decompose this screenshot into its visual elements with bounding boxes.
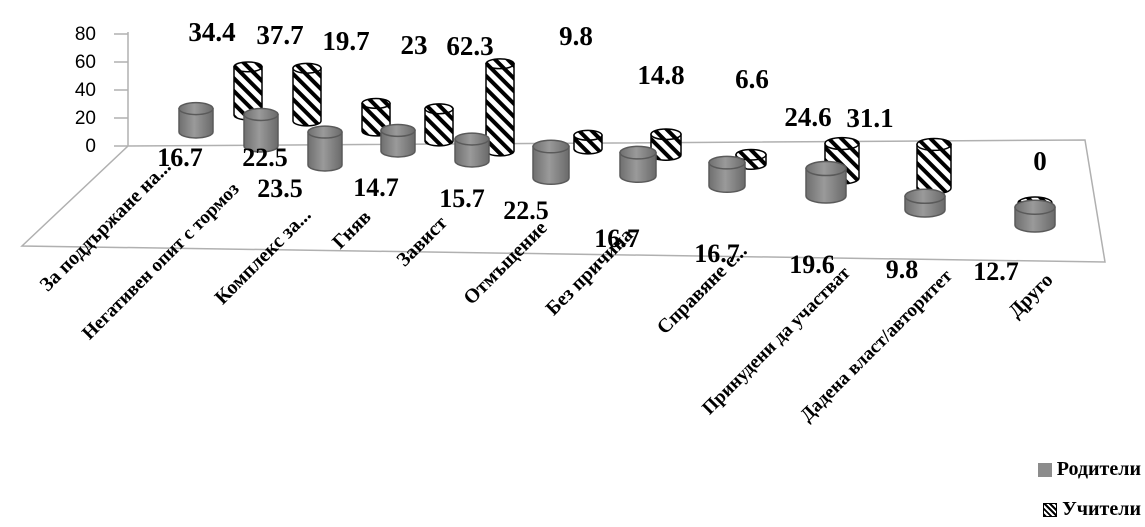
- bar-teachers-top: [735, 148, 767, 161]
- y-tick-label: 60: [75, 52, 96, 73]
- bar-teachers-body: [485, 63, 515, 157]
- axes: 0 20 40 60 80: [20, 24, 1106, 263]
- bar-teachers-top: [485, 58, 515, 70]
- bar-teachers-top: [233, 61, 263, 73]
- bar-parents-body: [532, 145, 570, 186]
- bar-teachers-top: [650, 128, 682, 141]
- bar-teachers: [916, 137, 952, 195]
- bar-parents-top: [307, 125, 343, 139]
- bar-teachers-body: [916, 143, 952, 195]
- data-label-teachers: 14.8: [637, 60, 684, 90]
- bar-teachers-top: [916, 137, 952, 152]
- bar-teachers: [573, 129, 603, 155]
- data-label-teachers: 23: [401, 30, 428, 60]
- data-label-teachers: 9.8: [559, 21, 593, 51]
- y-tick-label: 40: [75, 80, 96, 101]
- bar-parents-body: [619, 151, 657, 184]
- data-label-parents: 22.5: [242, 143, 288, 172]
- bar-teachers-top: [824, 136, 860, 151]
- bar-parents-top: [532, 139, 570, 154]
- data-label-teachers: 34.4: [188, 17, 235, 47]
- category-label: Отмъщение: [459, 217, 551, 309]
- data-label-teachers: 0: [1033, 146, 1047, 176]
- bar-parents-body: [454, 138, 490, 168]
- bar-parents-body: [307, 131, 343, 172]
- bar-parents-top: [1014, 199, 1056, 215]
- bar-parents-top: [708, 155, 746, 170]
- bar-teachers: [292, 62, 322, 127]
- bar-teachers: [485, 58, 515, 157]
- bar-parents-body: [380, 129, 416, 158]
- data-label-parents: 16.7: [694, 239, 740, 268]
- bar-teachers-top: [573, 129, 603, 141]
- bar-teachers-top: [361, 97, 391, 110]
- bar-teachers: [650, 128, 682, 161]
- bar-teachers-body: [424, 108, 454, 147]
- legend-swatch-teachers: [1043, 502, 1058, 517]
- bar-parents-body: [708, 161, 746, 194]
- legend-label-teachers: Учители: [1062, 498, 1141, 520]
- bar-parents: [1014, 199, 1056, 233]
- bar-parents: [243, 107, 279, 153]
- category-label: Гняв: [328, 206, 376, 254]
- data-label-teachers: 19.7: [322, 26, 369, 56]
- bar-parents-top: [380, 123, 416, 138]
- data-label-parents: 9.8: [886, 255, 919, 284]
- bar-teachers-body: [292, 67, 322, 127]
- bar-parents: [619, 145, 657, 184]
- data-label-parents: 23.5: [257, 174, 303, 203]
- data-label-teachers: 6.6: [735, 64, 769, 94]
- data-label-parents: 19.6: [789, 250, 835, 279]
- value-labels: 34.4 37.7 19.7 23 62.3 9.8 14.8 6.6 24.6 31.1 0 16.…: [157, 17, 1047, 286]
- bar-parents-top: [178, 101, 214, 116]
- category-label: Комплекс за...: [211, 204, 316, 309]
- legend-item-parents: Родители: [1037, 458, 1141, 481]
- y-tick-label: 0: [85, 136, 96, 157]
- bar-teachers: [424, 103, 454, 147]
- bar-parents: [380, 123, 416, 158]
- data-label-teachers: 24.6: [784, 102, 831, 132]
- bar-parents: [532, 139, 570, 186]
- y-tick-label: 80: [75, 24, 96, 45]
- floor-plane: [20, 139, 1106, 263]
- category-label: Без причина: [542, 224, 638, 320]
- bar-parents: [805, 160, 847, 204]
- bars-layer: [178, 58, 1056, 233]
- category-label: Негативен опит с тормоз: [78, 178, 244, 344]
- data-label-teachers: 31.1: [846, 103, 893, 133]
- legend-label-parents: Родители: [1056, 458, 1141, 480]
- data-label-parents: 12.7: [973, 257, 1019, 286]
- bar-parents: [904, 188, 946, 218]
- bar-parents-body: [178, 107, 214, 139]
- legend-swatch-parents: [1037, 462, 1052, 477]
- data-label-teachers: 62.3: [446, 31, 493, 61]
- data-label-parents: 16.7: [594, 224, 640, 253]
- bar-parents: [454, 132, 490, 168]
- bar-parents-top: [805, 160, 847, 177]
- bar-parents-body: [243, 113, 279, 153]
- bar-parents-top: [454, 132, 490, 146]
- bar-teachers-top: [424, 103, 454, 115]
- data-label-parents: 16.7: [157, 143, 203, 172]
- bar-parents-top: [243, 107, 279, 122]
- data-label-teachers: 37.7: [256, 20, 303, 50]
- bar-parents-body: [805, 167, 847, 204]
- bar-parents: [708, 155, 746, 194]
- bar-parents-top: [619, 145, 657, 160]
- legend-item-teachers: Учители: [1043, 498, 1141, 521]
- bar-parents: [178, 101, 214, 139]
- category-label: Завист: [392, 212, 451, 271]
- bar-teachers-top: [292, 62, 322, 74]
- y-tick-label: 20: [75, 108, 96, 129]
- data-label-parents: 15.7: [439, 184, 485, 213]
- bar-parents-top: [904, 188, 946, 205]
- data-label-parents: 14.7: [353, 173, 399, 202]
- bar-parents: [307, 125, 343, 172]
- data-label-parents: 22.5: [503, 196, 549, 225]
